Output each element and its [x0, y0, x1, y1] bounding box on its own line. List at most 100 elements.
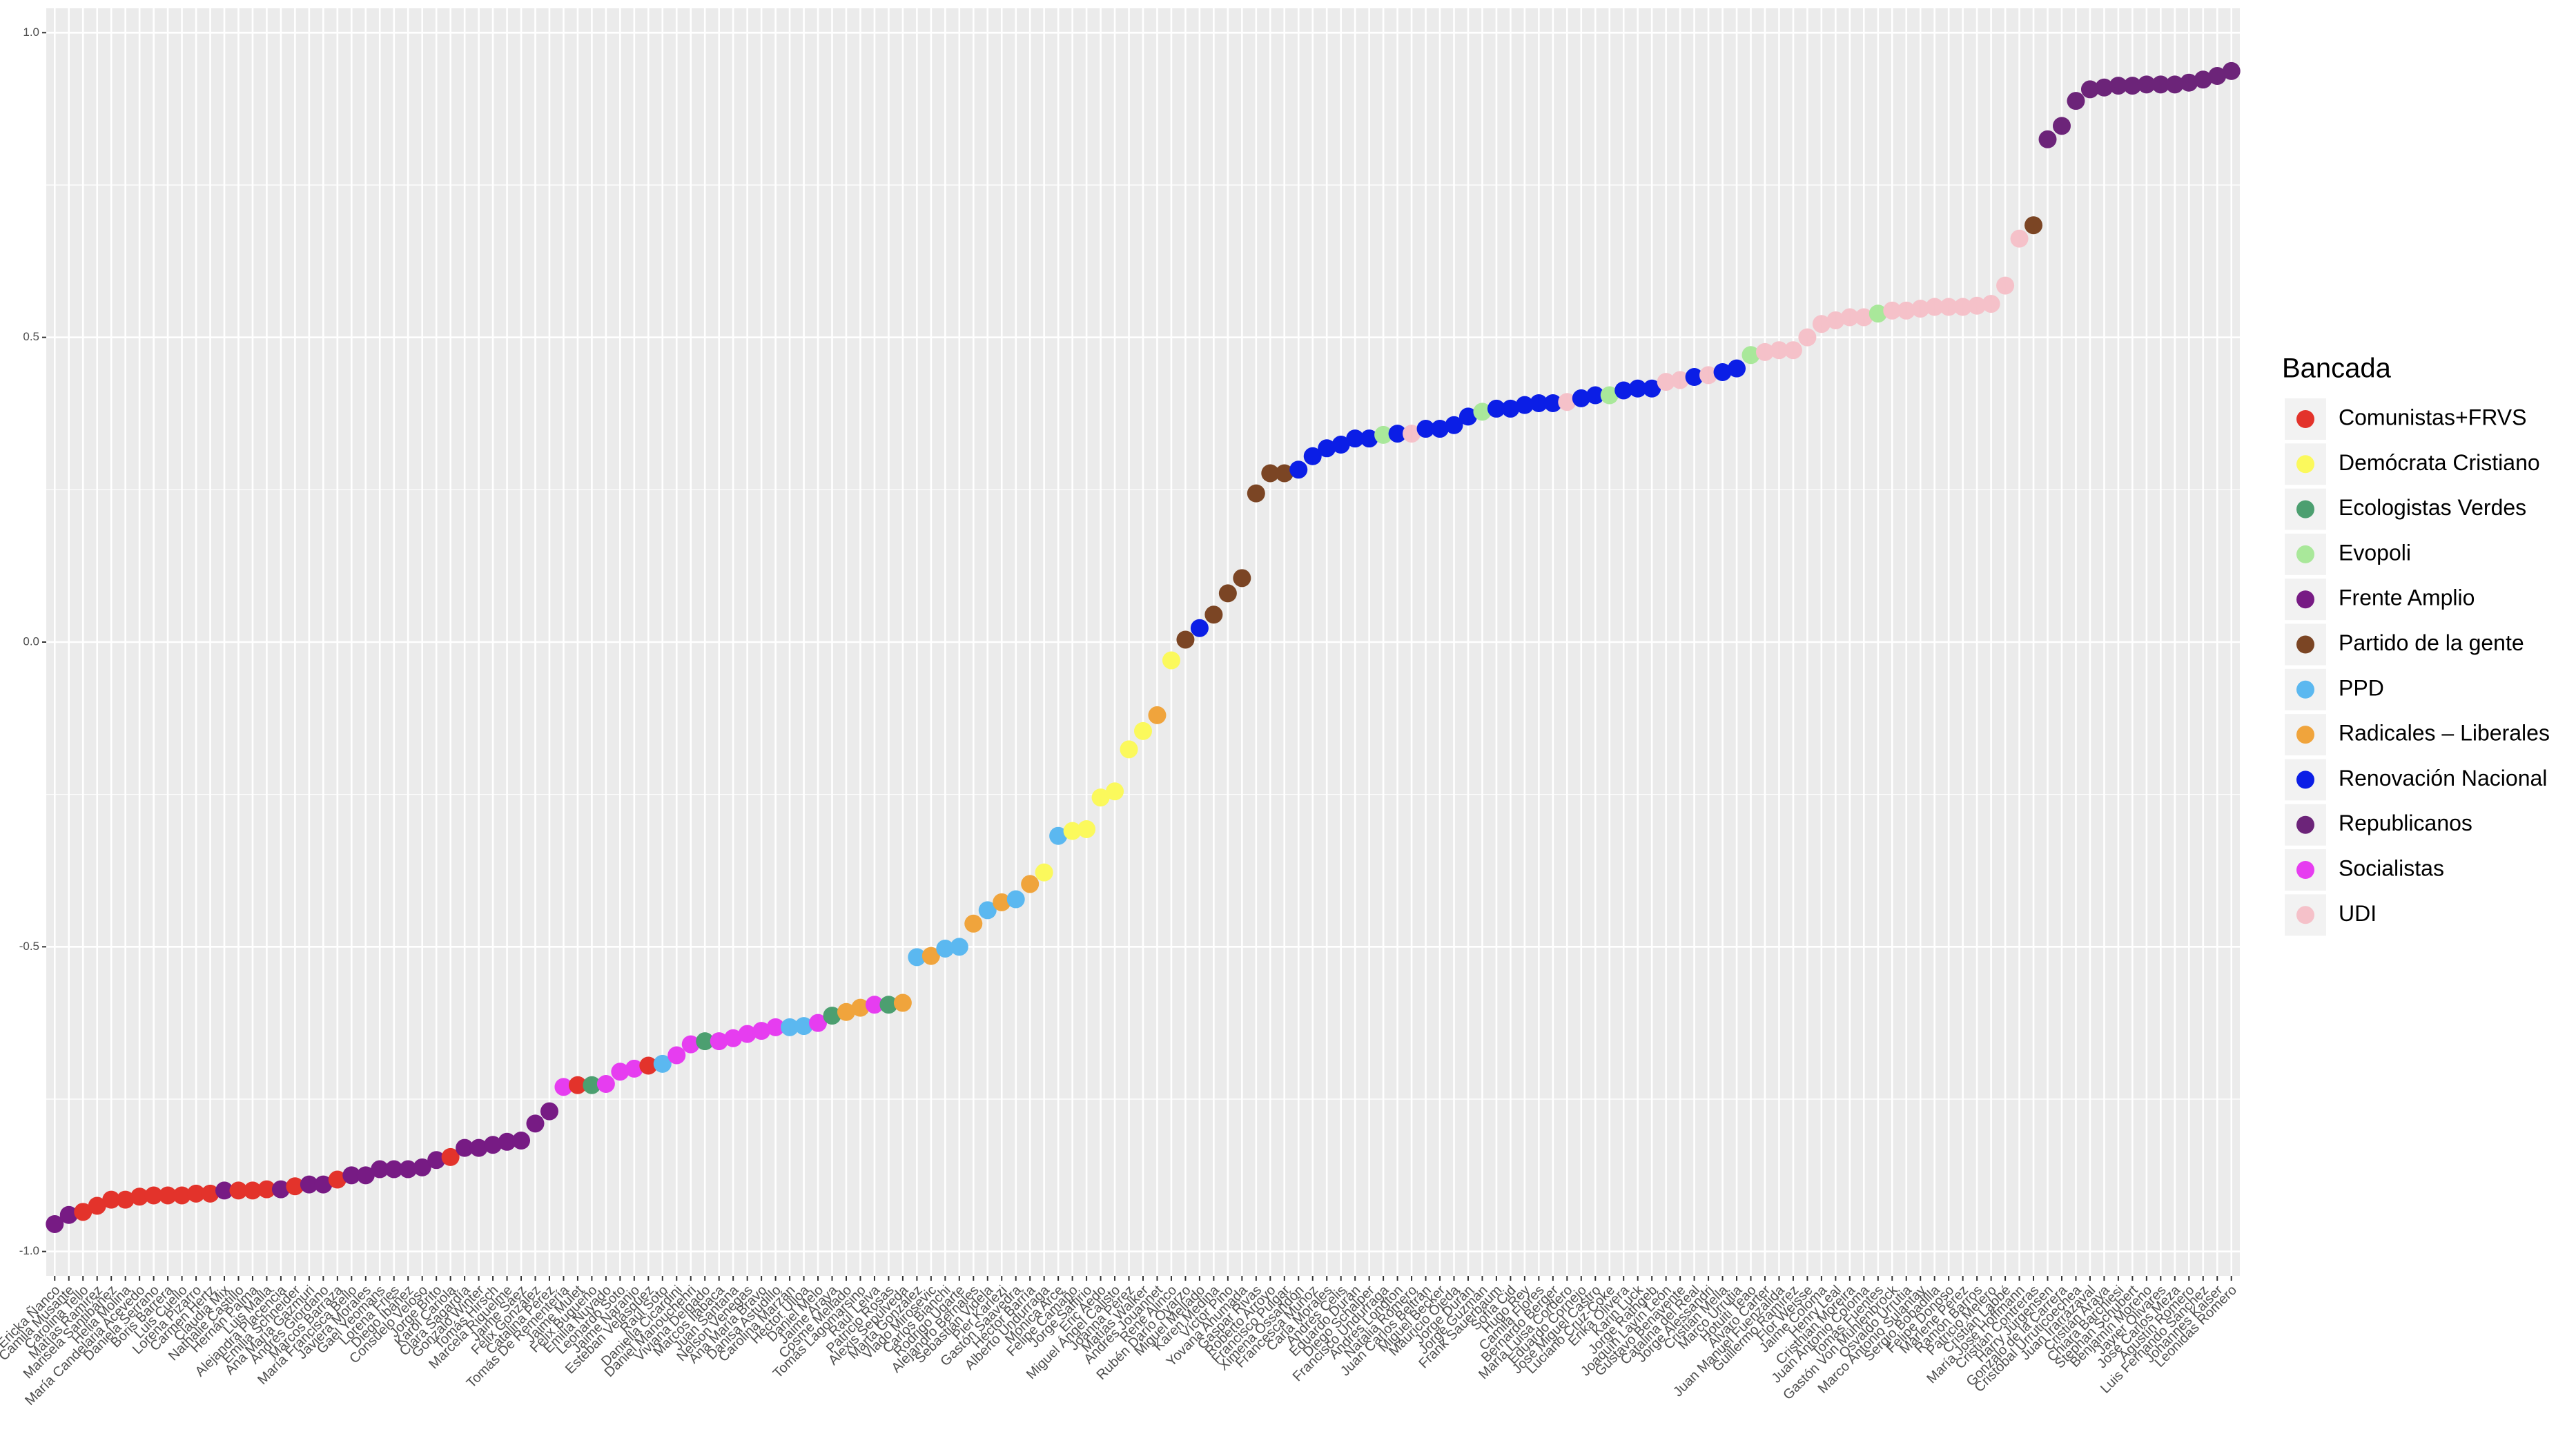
point: [1671, 371, 1690, 389]
legend-marker: [2296, 906, 2314, 924]
point: [187, 1184, 206, 1203]
legend-marker: [2296, 635, 2314, 654]
point: [1530, 394, 1548, 412]
point: [851, 998, 870, 1017]
legend-marker: [2296, 815, 2314, 834]
y-tick-label: 0.5: [23, 330, 39, 343]
point: [1812, 315, 1831, 333]
point: [2194, 70, 2212, 89]
point: [936, 939, 955, 958]
point: [1318, 439, 1336, 458]
point: [809, 1014, 828, 1032]
point: [1204, 605, 1223, 624]
point: [2067, 92, 2085, 110]
point: [1388, 425, 1407, 443]
point: [328, 1170, 347, 1189]
legend-marker: [2296, 726, 2314, 744]
point: [1120, 740, 1138, 759]
point: [781, 1018, 799, 1036]
point: [950, 938, 968, 956]
point: [879, 996, 898, 1014]
point: [1741, 346, 1760, 365]
point: [484, 1136, 502, 1154]
point: [1006, 890, 1025, 909]
point: [766, 1018, 785, 1036]
point: [554, 1078, 573, 1096]
legend-label: Frente Amplio: [2339, 585, 2475, 610]
point: [710, 1032, 728, 1051]
point: [1346, 429, 1365, 448]
point: [1699, 366, 1718, 385]
legend-label: Comunistas+FRVS: [2339, 405, 2526, 429]
legend-label: PPD: [2339, 675, 2384, 700]
point: [964, 914, 983, 933]
point: [512, 1132, 531, 1150]
point: [1558, 393, 1577, 411]
point: [215, 1181, 234, 1200]
point: [342, 1166, 361, 1185]
legend-label: Radicales – Liberales: [2339, 721, 2550, 746]
point: [1416, 420, 1435, 438]
point: [159, 1186, 177, 1205]
point: [201, 1184, 219, 1203]
point: [286, 1177, 304, 1196]
point: [1897, 301, 1915, 320]
point: [1403, 425, 1421, 443]
point: [74, 1203, 92, 1221]
point: [1360, 429, 1378, 448]
point: [1445, 416, 1463, 434]
point: [59, 1205, 78, 1224]
point: [456, 1138, 474, 1157]
point: [1063, 822, 1082, 840]
point: [2038, 130, 2057, 148]
point: [1911, 300, 1930, 318]
point: [1106, 782, 1124, 801]
point: [356, 1166, 375, 1185]
point: [1458, 407, 1477, 426]
point: [1275, 464, 1294, 483]
point: [1431, 420, 1450, 438]
point: [526, 1114, 545, 1133]
point: [1600, 386, 1619, 405]
point: [1798, 328, 1817, 347]
point: [540, 1102, 558, 1121]
point: [1218, 584, 1237, 603]
legend-marker: [2296, 770, 2314, 789]
y-tick-label: 1.0: [23, 26, 39, 39]
point: [583, 1076, 601, 1094]
point: [498, 1132, 516, 1151]
point: [1077, 820, 1096, 838]
point: [1643, 379, 1661, 398]
point: [921, 947, 940, 965]
point: [1473, 403, 1492, 421]
point: [441, 1147, 460, 1166]
point: [1826, 311, 1845, 329]
point: [653, 1054, 672, 1073]
point: [1770, 341, 1788, 360]
legend-label: Socialistas: [2339, 855, 2444, 880]
point: [1868, 304, 1887, 323]
point: [2052, 117, 2071, 135]
point: [681, 1035, 700, 1054]
point: [427, 1151, 446, 1170]
point: [2151, 75, 2170, 94]
point: [102, 1190, 121, 1209]
point: [371, 1160, 389, 1179]
point: [243, 1181, 262, 1200]
point: [1289, 461, 1308, 479]
point: [2080, 80, 2099, 99]
point: [144, 1186, 163, 1205]
point: [469, 1138, 488, 1157]
point: [596, 1074, 615, 1093]
legend-label: Partido de la gente: [2339, 630, 2524, 655]
point: [2137, 75, 2156, 94]
legend-marker: [2296, 410, 2314, 428]
point: [88, 1196, 106, 1215]
point: [993, 893, 1011, 911]
point: [1713, 362, 1732, 381]
y-tick-label: 0.0: [23, 634, 39, 648]
point: [1657, 373, 1675, 391]
point: [257, 1180, 276, 1199]
legend-marker: [2296, 680, 2314, 699]
